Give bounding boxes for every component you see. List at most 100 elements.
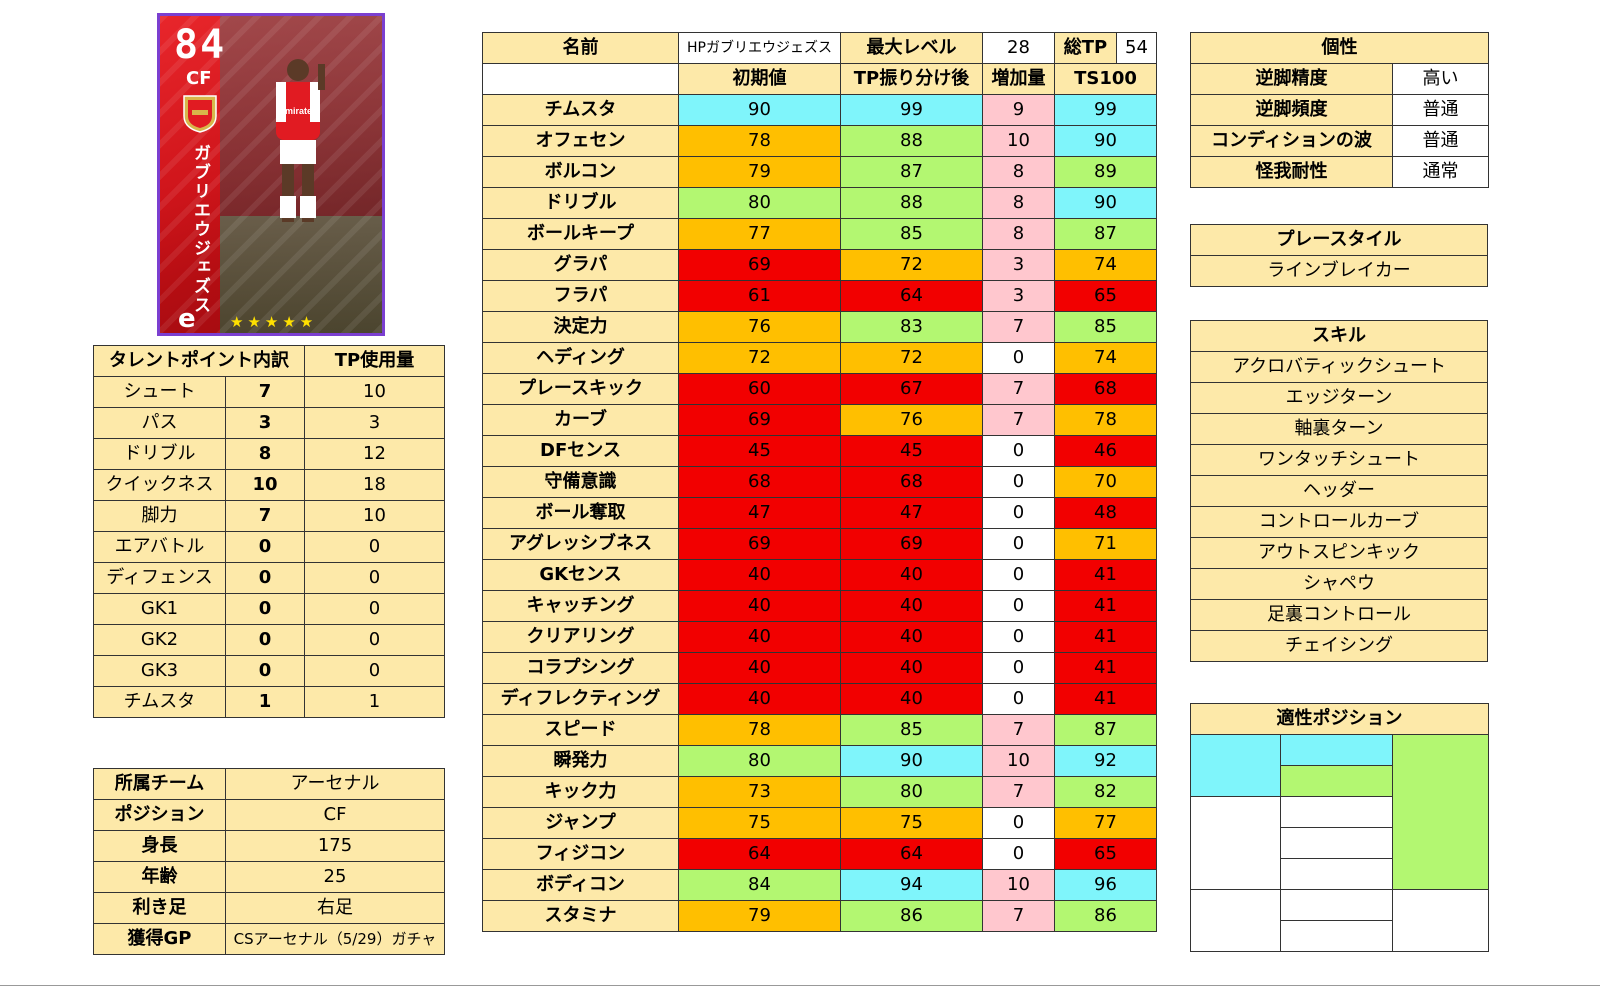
stat-label: GKセンス [482,559,679,591]
table-row: フィジコン 64 64 0 65 [482,838,1157,870]
table-row: コンディションの波 普通 [1190,125,1489,157]
stat-increase: 0 [982,342,1055,374]
stat-increase: 7 [982,776,1055,808]
stat-label: ボルコン [482,156,679,188]
stat-label: ボール奪取 [482,497,679,529]
pos-amf [1280,796,1393,828]
card-pitch [220,216,382,333]
profile-table: 所属チーム アーセナル ポジション CF 身長 175 年齢 25 利き足 右足 獲得GP CSアーセ… [93,768,445,955]
col-ts100: TS100 [1054,63,1157,95]
positions-title: 適性ポジション [1189,703,1490,735]
table-row: ボール奪取 47 47 0 48 [482,497,1157,529]
player-image: Emirates [276,59,325,222]
stat-increase: 0 [982,590,1055,622]
bottom-divider [0,985,1600,986]
stat-after-tp: 85 [840,218,983,250]
profile-value: アーセナル [225,768,445,800]
skill-item: アクロバティックシュート [1190,351,1488,383]
tp-points: 0 [225,624,305,656]
stat-ts100: 65 [1054,838,1157,870]
stat-increase: 10 [982,745,1055,777]
tp-points: 0 [225,655,305,687]
stat-initial: 80 [678,745,841,777]
stat-initial: 45 [678,435,841,467]
personality-title: 個性 [1190,32,1489,64]
stat-label: ヘディング [482,342,679,374]
stat-after-tp: 64 [840,838,983,870]
stat-increase: 0 [982,435,1055,467]
table-row: ドリブル 80 88 8 90 [482,187,1157,219]
stat-initial: 60 [678,373,841,405]
table-row: 逆脚精度 高い [1190,63,1489,95]
table-row: ディフレクティング 40 40 0 41 [482,683,1157,715]
stat-increase: 8 [982,218,1055,250]
stat-after-tp: 88 [840,187,983,219]
table-row: カーブ 69 76 7 78 [482,404,1157,436]
stat-after-tp: 76 [840,404,983,436]
stat-initial: 79 [678,156,841,188]
tp-usage: 0 [304,655,445,687]
table-row: アグレッシブネス 69 69 0 71 [482,528,1157,560]
table-row: プレースキック 60 67 7 68 [482,373,1157,405]
tp-usage: 0 [304,562,445,594]
stat-ts100: 85 [1054,311,1157,343]
stat-label: キック力 [482,776,679,808]
tp-usage: 12 [304,438,445,470]
personality-label: 怪我耐性 [1190,156,1393,188]
stat-increase: 3 [982,280,1055,312]
tp-label: GK2 [93,624,226,656]
pos-cmf [1280,827,1393,859]
stat-ts100: 65 [1054,280,1157,312]
tp-points: 0 [225,562,305,594]
table-row: 獲得GP CSアーセナル（5/29）ガチャ [93,923,445,955]
table-row: GK3 0 0 [93,655,445,687]
stat-after-tp: 68 [840,466,983,498]
skill-item: コントロールカーブ [1190,506,1488,538]
tp-points: 3 [225,407,305,439]
stat-initial: 78 [678,714,841,746]
stats-name-row: 名前 HPガブリエウジェズス 最大レベル 28 総TP 54 [482,32,1157,64]
tp-label: エアバトル [93,531,226,563]
stat-label: 守備意識 [482,466,679,498]
table-row: オフェセン 78 88 10 90 [482,125,1157,157]
stat-after-tp: 40 [840,590,983,622]
tp-points: 10 [225,469,305,501]
stat-increase: 0 [982,466,1055,498]
skills-title: スキル [1190,320,1488,352]
tp-label: 脚力 [93,500,226,532]
tp-label: チムスタ [93,686,226,718]
tp-label: クイックネス [93,469,226,501]
tp-label: GK1 [93,593,226,625]
tp-header-row: タレントポイント内訳 TP使用量 [93,345,445,377]
skill-item: シャペウ [1190,568,1488,600]
stat-after-tp: 83 [840,311,983,343]
list-item: チェイシング [1190,630,1488,662]
personality-value: 普通 [1392,125,1489,157]
skill-item: ヘッダー [1190,475,1488,507]
stat-after-tp: 47 [840,497,983,529]
tp-usage: 10 [304,500,445,532]
stat-initial: 69 [678,404,841,436]
stat-increase: 7 [982,900,1055,932]
pos-lb [1190,889,1281,952]
stat-initial: 40 [678,683,841,715]
stat-initial: 61 [678,280,841,312]
stat-ts100: 92 [1054,745,1157,777]
stat-after-tp: 69 [840,528,983,560]
stat-increase: 0 [982,497,1055,529]
stat-ts100: 46 [1054,435,1157,467]
stat-initial: 69 [678,249,841,281]
table-row: グラパ 69 72 3 74 [482,249,1157,281]
pos-cb [1280,889,1393,921]
pos-rwf [1391,734,1490,890]
stat-after-tp: 64 [840,280,983,312]
stat-initial: 68 [678,466,841,498]
tp-breakdown-table: タレントポイント内訳 TP使用量 シュート 7 10 パス 3 3 ドリブル 8 12 クイックネス 1… [93,345,445,718]
stat-initial: 40 [678,621,841,653]
list-item: シャペウ [1190,568,1488,600]
stat-increase: 0 [982,528,1055,560]
table-row: 脚力 7 10 [93,500,445,532]
stat-increase: 0 [982,683,1055,715]
stat-increase: 9 [982,94,1055,126]
table-row: 逆脚頻度 普通 [1190,94,1489,126]
